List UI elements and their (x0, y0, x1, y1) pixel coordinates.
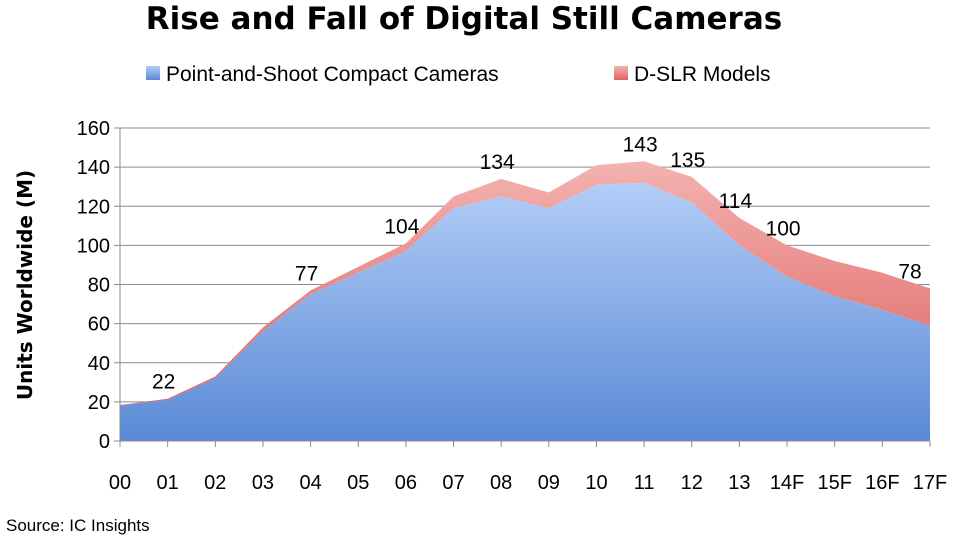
y-tick-label: 0 (99, 431, 110, 453)
y-axis-label: Units Worldwide (M) (13, 170, 37, 400)
x-tick-label: 04 (299, 472, 321, 494)
axes (114, 127, 931, 447)
source-note: Source: IC Insights (6, 516, 150, 535)
area-point-and-shoot (120, 182, 930, 441)
legend-swatch-point-and-shoot (146, 66, 160, 80)
x-tick-label: 14F (770, 472, 804, 494)
x-tick-label: 00 (109, 472, 131, 494)
data-label-13: 114 (719, 190, 753, 213)
x-tick-label: 15F (817, 472, 851, 494)
x-tick-label: 16F (865, 472, 899, 494)
x-tick-label: 07 (442, 472, 464, 494)
y-tick-label: 60 (88, 314, 110, 336)
y-tick-labels: 0 20 40 60 80 100 120 140 160 (77, 118, 110, 453)
x-tick-label: 05 (347, 472, 369, 494)
data-label-11: 143 (623, 133, 658, 156)
y-tick-label: 160 (77, 118, 110, 140)
legend-swatch-dslr (614, 66, 628, 80)
y-tick-label: 80 (88, 275, 110, 297)
data-label-04: 77 (295, 262, 318, 285)
data-label-08: 134 (480, 151, 515, 174)
data-label-17F: 78 (898, 260, 921, 283)
y-tick-label: 140 (77, 157, 110, 179)
plot-areas (120, 161, 930, 441)
x-tick-label: 11 (634, 472, 655, 494)
data-label-12: 135 (670, 149, 705, 172)
x-tick-label: 09 (538, 472, 560, 494)
x-tick-label: 02 (204, 472, 226, 494)
chart-title: Rise and Fall of Digital Still Cameras (146, 1, 782, 37)
x-tick-label: 06 (395, 472, 417, 494)
data-label-06: 104 (384, 215, 419, 238)
x-tick-label: 01 (157, 472, 179, 494)
x-tick-label: 13 (728, 472, 750, 494)
legend-label-dslr: D-SLR Models (634, 63, 771, 86)
x-tick-label: 08 (490, 472, 512, 494)
x-tick-labels: 00 01 02 03 04 05 06 07 08 09 10 11 12 13 14F 15F 16F 17F (109, 472, 947, 494)
x-tick-label: 17F (913, 472, 947, 494)
x-tick-label: 03 (252, 472, 274, 494)
legend: Point-and-Shoot Compact Cameras D-SLR Mo… (146, 63, 771, 86)
y-tick-label: 20 (88, 392, 110, 414)
legend-label-point-and-shoot: Point-and-Shoot Compact Cameras (166, 63, 499, 86)
x-tick-label: 12 (681, 472, 703, 494)
y-tick-label: 100 (77, 235, 110, 257)
y-tick-label: 40 (88, 353, 110, 375)
area-dslr (120, 161, 930, 406)
data-label-01: 22 (152, 371, 175, 394)
x-tick-label: 10 (585, 472, 607, 494)
data-labels: 22 77 104 134 143 135 114 100 78 (152, 133, 922, 393)
data-label-14F: 100 (766, 217, 801, 240)
y-tick-label: 120 (77, 196, 110, 218)
